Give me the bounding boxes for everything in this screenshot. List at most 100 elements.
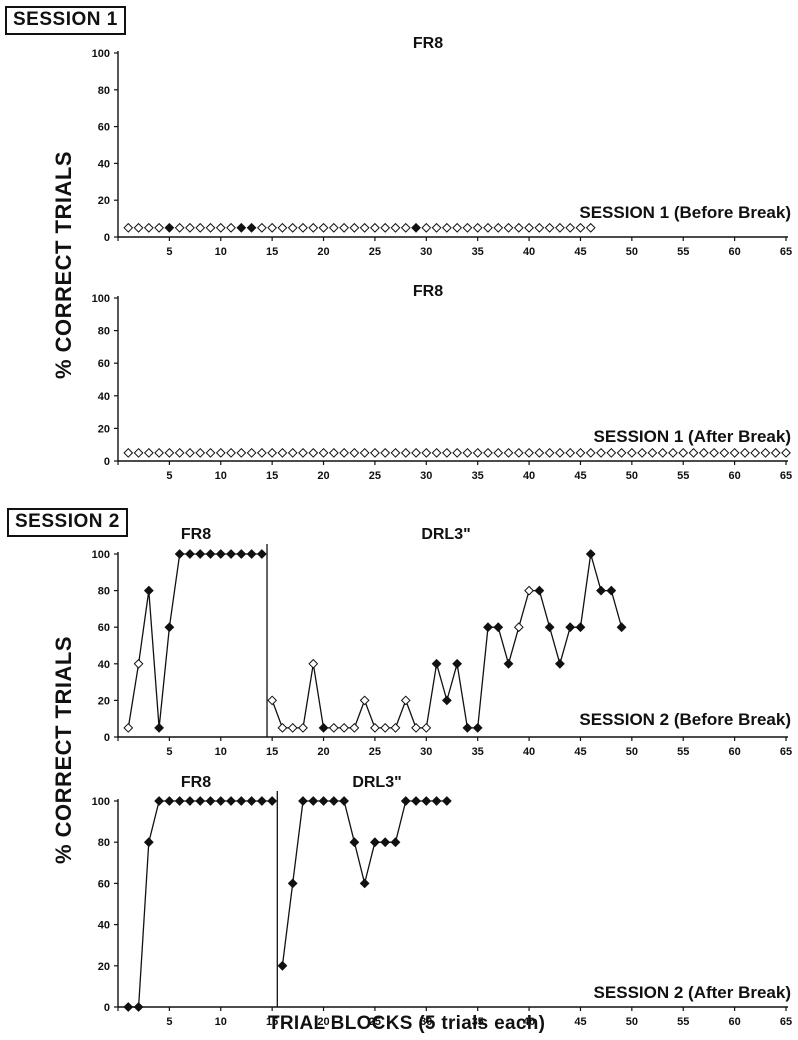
data-point-open: [133, 447, 144, 458]
data-point-open: [359, 222, 370, 233]
x-tick-label: 45: [574, 746, 586, 758]
data-point-open: [513, 622, 524, 633]
x-tick-label: 10: [215, 246, 227, 258]
data-point-filled: [256, 796, 267, 806]
data-point-open: [657, 447, 668, 458]
data-point-open: [370, 447, 380, 458]
data-point-filled: [380, 837, 391, 848]
data-point-open: [524, 585, 534, 596]
x-tick-label: 40: [523, 470, 535, 482]
data-point-filled: [174, 549, 185, 559]
data-point-open: [431, 447, 442, 458]
x-tick-label: 55: [677, 470, 689, 482]
data-point-open: [185, 447, 195, 458]
data-point-open: [164, 447, 175, 458]
data-point-open: [308, 447, 319, 458]
data-point-open: [390, 222, 401, 233]
data-point-open: [267, 447, 278, 458]
x-tick-label: 20: [317, 470, 329, 482]
data-point-open: [421, 447, 432, 458]
x-tick-label: 55: [677, 246, 689, 258]
x-tick-label: 35: [472, 470, 484, 482]
x-tick-label: 45: [574, 470, 586, 482]
data-point-open: [154, 222, 165, 233]
data-point-filled: [154, 796, 165, 806]
y-tick-label: 40: [98, 391, 110, 403]
data-point-filled: [215, 796, 226, 806]
data-point-filled: [195, 796, 206, 806]
phase-label: FR8: [181, 526, 211, 543]
data-point-filled: [143, 837, 154, 848]
x-tick-label: 25: [369, 246, 381, 258]
data-point-open: [267, 222, 278, 233]
y-tick-label: 60: [98, 358, 110, 370]
x-tick-label: 10: [215, 1016, 227, 1028]
data-point-open: [226, 222, 236, 233]
y-tick-label: 60: [98, 878, 110, 890]
data-point-open: [411, 447, 421, 458]
data-point-filled: [123, 1002, 134, 1012]
data-point-open: [565, 447, 576, 458]
data-point-open: [195, 222, 206, 233]
data-point-filled: [370, 837, 380, 848]
data-point-filled: [431, 796, 442, 806]
x-tick-label: 35: [472, 246, 484, 258]
data-point-open: [195, 447, 206, 458]
y-tick-label: 60: [98, 122, 110, 134]
panel-caption: SESSION 1 (Before Break): [579, 203, 791, 222]
data-point-filled: [472, 722, 483, 733]
x-tick-label: 35: [472, 1016, 484, 1028]
data-point-filled: [441, 695, 452, 706]
data-point-open: [339, 222, 349, 233]
data-point-filled: [555, 658, 565, 669]
data-point-filled: [441, 796, 452, 806]
data-point-open: [298, 447, 308, 458]
chart-panel-2: 0 20 40 60 80 100 5 10 15 20 25 30 35 40 45 50 55 60 65 FR8…: [92, 283, 792, 482]
data-point-open: [267, 695, 278, 706]
x-tick-label: 50: [626, 246, 638, 258]
data-point-filled: [411, 796, 421, 806]
data-point-open: [390, 447, 401, 458]
data-point-filled: [256, 549, 267, 559]
panel-caption: SESSION 2 (After Break): [594, 983, 791, 1002]
x-tick-label: 5: [166, 1016, 172, 1028]
data-point-open: [513, 222, 524, 233]
data-point-filled: [318, 796, 329, 806]
data-point-filled: [164, 796, 175, 806]
data-point-open: [185, 222, 195, 233]
data-point-open: [719, 447, 730, 458]
x-tick-label: 50: [626, 1016, 638, 1028]
data-point-filled: [205, 549, 216, 559]
data-point-open: [143, 222, 154, 233]
data-point-open: [328, 722, 339, 733]
data-point-filled: [349, 837, 360, 848]
data-point-open: [380, 447, 391, 458]
series-line: [128, 800, 273, 1008]
data-point-open: [668, 447, 678, 458]
data-point-open: [452, 222, 463, 233]
data-point-open: [370, 722, 380, 733]
x-tick-label: 10: [215, 746, 227, 758]
x-tick-label: 60: [728, 470, 740, 482]
x-tick-label: 35: [472, 746, 484, 758]
y-tick-label: 100: [92, 293, 110, 305]
data-point-open: [328, 447, 339, 458]
phase-label: DRL3": [352, 774, 401, 791]
data-point-open: [637, 447, 648, 458]
x-tick-label: 25: [369, 746, 381, 758]
data-point-filled: [185, 549, 195, 559]
data-point-filled: [205, 796, 216, 806]
data-point-open: [483, 222, 493, 233]
y-tick-label: 40: [98, 659, 110, 671]
data-point-filled: [318, 722, 329, 733]
data-point-open: [328, 222, 339, 233]
data-point-open: [308, 658, 319, 669]
data-point-open: [585, 222, 596, 233]
x-tick-label: 25: [369, 470, 381, 482]
data-point-open: [431, 222, 442, 233]
data-point-filled: [390, 837, 401, 848]
data-point-filled: [328, 796, 339, 806]
data-point-open: [349, 222, 360, 233]
data-point-filled: [544, 622, 555, 633]
